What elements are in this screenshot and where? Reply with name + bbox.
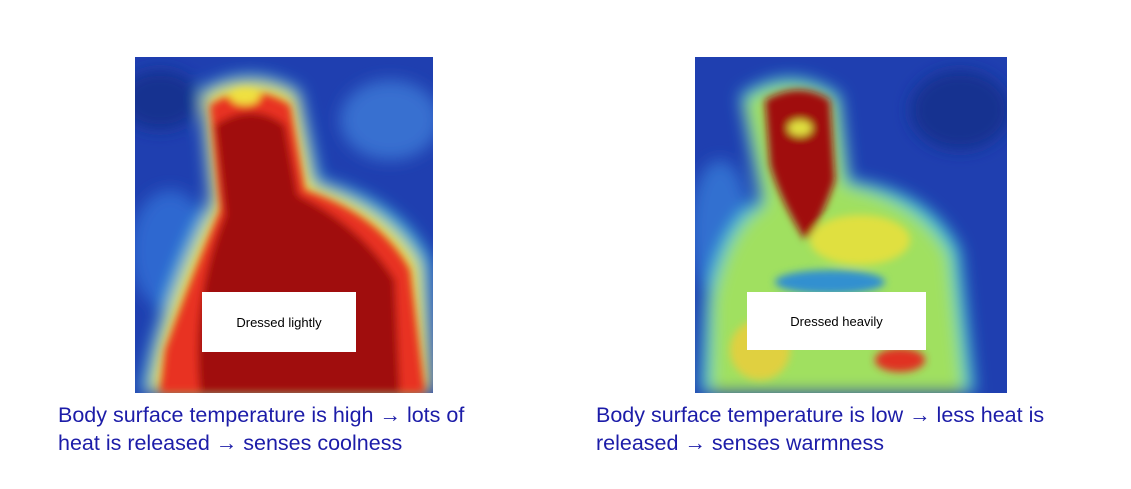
caption-line: heat is released → senses coolness — [58, 431, 403, 455]
caption-line: Body surface temperature is low → less h… — [596, 403, 1045, 427]
caption-line: Body surface temperature is high → lots … — [58, 403, 465, 427]
image-label: Dressed heavily — [747, 292, 926, 350]
caption-line: released → senses warmness — [596, 431, 884, 455]
image-label: Dressed lightly — [202, 292, 356, 352]
